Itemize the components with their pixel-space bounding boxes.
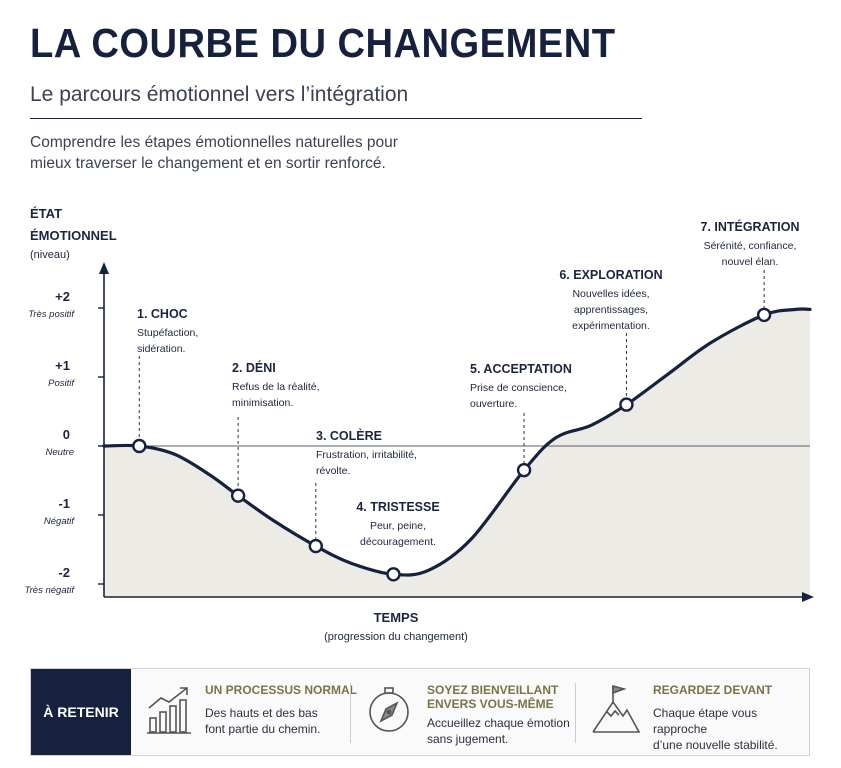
stage-point	[230, 488, 246, 503]
intro-line-2: mieux traverser le changement et en sort…	[30, 155, 386, 172]
key-takeaways-panel: À RETENIR UN PROCESSUS NORMAL Des hauts …	[30, 668, 810, 756]
takeaway-text: Des hauts et des bas font partie du chem…	[205, 705, 320, 737]
stage-description: sidération.	[137, 343, 185, 355]
stage-point	[619, 397, 634, 412]
stage-title: 6. EXPLORATION	[559, 268, 662, 282]
takeaway-text-line-1: Des hauts et des bas	[205, 706, 318, 720]
takeaway-self-compassion: SOYEZ BIENVEILLANT ENVERS VOUS-MÊME Accu…	[367, 669, 577, 755]
stage-point	[308, 538, 323, 554]
stage-marker-group: 1. CHOC Stupéfaction, sidération.	[132, 307, 198, 454]
stage-title: 1. CHOC	[137, 307, 188, 321]
stage-marker-group: 4. TRISTESSE Peur, peine, découragement.	[356, 500, 440, 582]
stage-description: révolte.	[316, 465, 350, 477]
y-tick-label: +2	[55, 289, 70, 304]
stage-point	[756, 307, 772, 323]
y-tick-label: +1	[55, 358, 70, 373]
stage-marker-group: 5. ACCEPTATION Prise de conscience, ouvert…	[470, 362, 572, 478]
growth-chart-icon	[147, 687, 191, 734]
intro-line-1: Comprendre les étapes émotionnelles natu…	[30, 134, 398, 151]
stage-description: Refus de la réalité,	[232, 381, 320, 393]
stage-description: expérimentation.	[572, 320, 650, 332]
change-curve-chart: +2 Très positif +1 Positif 0 Neutre -1 Négatif -…	[25, 206, 814, 643]
y-axis-unit: (niveau)	[30, 249, 70, 261]
curve-area-fill	[104, 308, 810, 597]
x-axis-sublabel: (progression du changement)	[324, 631, 468, 643]
y-axis-label-line-1: ÉTAT	[30, 206, 62, 221]
takeaway-title: UN PROCESSUS NORMAL	[205, 683, 358, 697]
takeaway-text-line-2: d’une nouvelle stabilité.	[653, 738, 778, 752]
y-tick-label: 0	[63, 427, 70, 442]
y-tick-sublabel: Négatif	[44, 516, 75, 527]
y-tick-sublabel: Neutre	[45, 447, 74, 458]
takeaway-normal-process: UN PROCESSUS NORMAL Des hauts et des bas…	[147, 669, 357, 755]
stage-description: découragement.	[360, 536, 436, 548]
takeaway-text-line-2: font partie du chemin.	[205, 722, 321, 736]
stage-point	[516, 462, 532, 478]
x-axis-arrowhead	[802, 592, 814, 602]
stage-description: Peur, peine,	[370, 520, 426, 532]
stage-title: 4. TRISTESSE	[356, 500, 439, 514]
mountain-flag-icon	[592, 684, 641, 733]
stage-title: 3. COLÈRE	[316, 428, 382, 443]
takeaway-text-line-1: Accueillez chaque émotion	[427, 716, 570, 730]
stage-description: apprentissages,	[574, 304, 648, 316]
y-tick-sublabel: Très négatif	[25, 585, 76, 596]
stage-marker-group: 3. COLÈRE Frustration, irritabilité, révol…	[308, 428, 417, 554]
takeaway-title-line-2: ENVERS VOUS-MÊME	[427, 697, 554, 711]
takeaway-title: SOYEZ BIENVEILLANT ENVERS VOUS-MÊME	[427, 683, 558, 711]
intro-text: Comprendre les étapes émotionnelles natu…	[30, 132, 450, 174]
takeaway-text: Accueillez chaque émotion sans jugement.	[427, 715, 570, 747]
stage-description: Prise de conscience,	[470, 382, 567, 394]
y-tick-sublabel: Très positif	[28, 309, 75, 320]
stage-description: Nouvelles idées,	[572, 288, 649, 300]
stage-point	[386, 567, 401, 582]
page-title: LA COURBE DU CHANGEMENT	[30, 20, 616, 66]
stage-title: 5. ACCEPTATION	[470, 362, 572, 376]
takeaway-look-ahead: REGARDEZ DEVANT Chaque étape vous rappro…	[591, 669, 806, 755]
stage-title: 7. INTÉGRATION	[700, 219, 799, 234]
stage-description: ouverture.	[470, 398, 517, 410]
takeaway-separator	[350, 683, 351, 743]
key-takeaways-label: À RETENIR	[31, 669, 131, 755]
y-axis-label-line-2: ÉMOTIONNEL	[30, 228, 117, 243]
stage-title: 2. DÉNI	[232, 360, 276, 375]
stage-description: nouvel élan.	[722, 256, 779, 268]
page-subtitle: Le parcours émotionnel vers l’intégratio…	[30, 83, 409, 106]
y-tick-label: -1	[58, 496, 70, 511]
y-axis-arrowhead	[99, 262, 109, 274]
stage-description: Stupéfaction,	[137, 327, 198, 339]
emotion-curve-line	[102, 307, 812, 577]
takeaway-title-line-1: SOYEZ BIENVEILLANT	[427, 683, 559, 697]
takeaway-text-line-1: Chaque étape vous rapproche	[653, 706, 758, 736]
y-tick-sublabel: Positif	[48, 378, 75, 389]
stage-point	[132, 438, 147, 454]
y-tick-label: -2	[58, 565, 70, 580]
title-divider	[30, 118, 642, 119]
stage-description: minimisation.	[232, 397, 293, 409]
takeaway-title: REGARDEZ DEVANT	[653, 683, 773, 697]
stage-description: Frustration, irritabilité,	[316, 449, 417, 461]
x-axis-label: TEMPS	[374, 610, 419, 625]
stage-description: Sérénité, confiance,	[704, 240, 797, 252]
stage-marker-group: 2. DÉNI Refus de la réalité, minimisation.	[230, 360, 320, 503]
takeaway-text-line-2: sans jugement.	[427, 732, 509, 746]
stage-marker-group: 7. INTÉGRATION Sérénité, confiance, nouvel…	[700, 219, 800, 323]
compass-icon	[369, 687, 409, 732]
takeaway-separator	[575, 683, 576, 743]
stage-marker-group: 6. EXPLORATION Nouvelles idées, apprentiss…	[559, 268, 663, 412]
takeaway-text: Chaque étape vous rapproche d’une nouvel…	[653, 705, 806, 753]
